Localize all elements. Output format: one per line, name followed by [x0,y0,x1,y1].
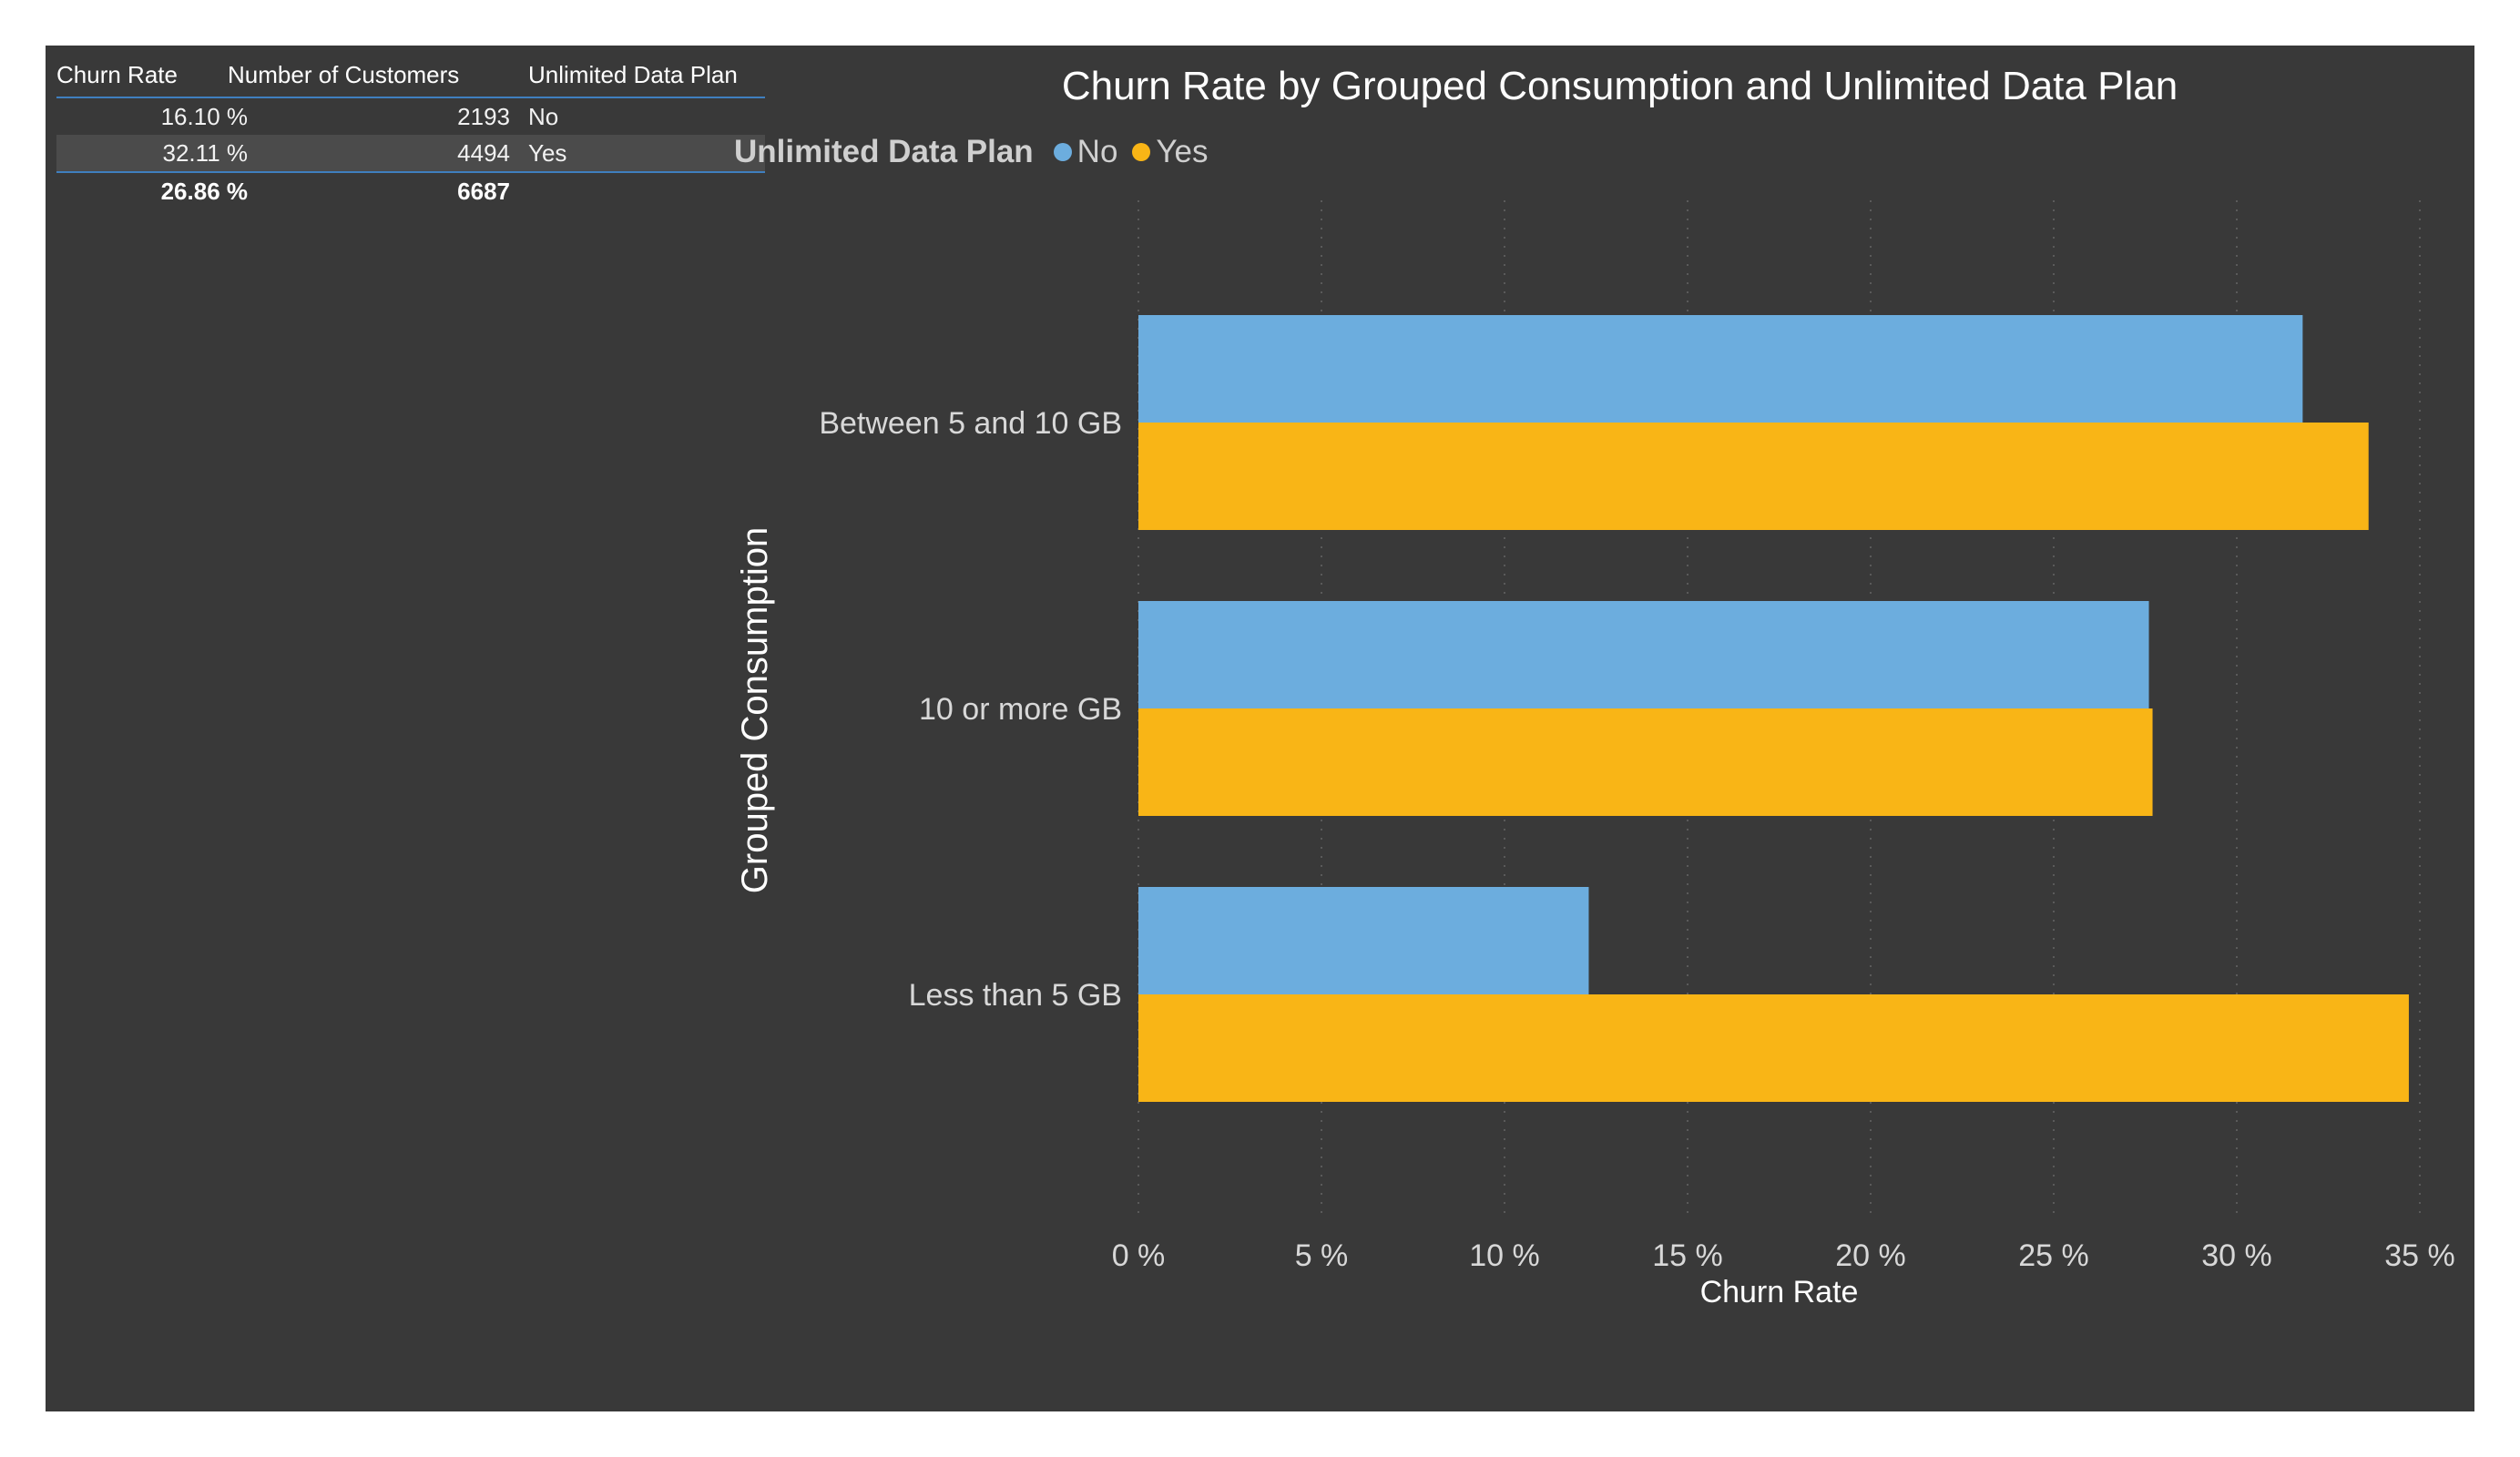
cell-customers: 4494 [457,139,510,167]
x-tick-label: 30 % [2201,1238,2272,1273]
x-tick-label: 10 % [1469,1238,1540,1273]
bar-yes[interactable] [1138,423,2369,530]
bar-yes[interactable] [1138,994,2409,1102]
x-tick-label: 20 % [1835,1238,1906,1273]
legend-title: Unlimited Data Plan [734,134,1034,169]
y-category-label: 10 or more GB [919,692,1122,727]
cell-customers: 2193 [457,103,510,130]
y-category-label: Less than 5 GB [909,978,1122,1013]
legend-marker-no [1053,143,1072,161]
table-row[interactable]: 32.11 % 4494 Yes [56,135,765,173]
summary-table: Churn Rate Number of Customers Unlimited… [56,53,765,209]
y-axis-title: Grouped Consumption [735,527,775,893]
cell-plan: Yes [528,139,567,167]
table-total-row: 26.86 % 6687 [56,173,765,209]
cell-churn-rate: 16.10 % [160,103,248,130]
x-tick-label: 15 % [1652,1238,1723,1273]
total-customers: 6687 [457,178,510,205]
x-tick-label: 0 % [1112,1238,1166,1273]
legend-label-no: No [1076,134,1118,169]
x-tick-label: 35 % [2384,1238,2455,1273]
bar-chart: 0 % 5 % 10 % 15 % 20 % 25 % 30 % 35 % Between 5 … [735,200,2455,1309]
cell-plan: No [528,103,559,130]
legend-item-yes[interactable]: Yes [1132,134,1209,170]
x-axis-title: Churn Rate [1700,1275,1859,1309]
table-row[interactable]: 16.10 % 2193 No [56,98,765,135]
bar-no[interactable] [1138,315,2303,423]
table-header-row: Churn Rate Number of Customers Unlimited… [56,53,765,98]
header-unlimited-data-plan[interactable]: Unlimited Data Plan [528,61,738,88]
legend-label-yes: Yes [1156,134,1209,169]
chart-legend: Unlimited Data Plan No Yes [734,129,1223,175]
header-number-of-customers[interactable]: Number of Customers [228,61,460,88]
legend-item-no[interactable]: No [1053,134,1118,170]
cell-churn-rate: 32.11 % [162,139,248,167]
chart-title: Churn Rate by Grouped Consumption and Un… [1061,64,2178,108]
x-tick-label: 25 % [2018,1238,2089,1273]
bar-no[interactable] [1138,887,1589,994]
legend-marker-yes [1132,143,1151,161]
bar-yes[interactable] [1138,708,2153,816]
y-category-label: Between 5 and 10 GB [819,406,1122,441]
report-canvas: Churn Rate Number of Customers Unlimited… [46,46,2474,1411]
x-tick-label: 5 % [1295,1238,1349,1273]
total-churn-rate: 26.86 % [160,178,248,205]
header-churn-rate[interactable]: Churn Rate [56,61,178,88]
bar-no[interactable] [1138,601,2149,708]
